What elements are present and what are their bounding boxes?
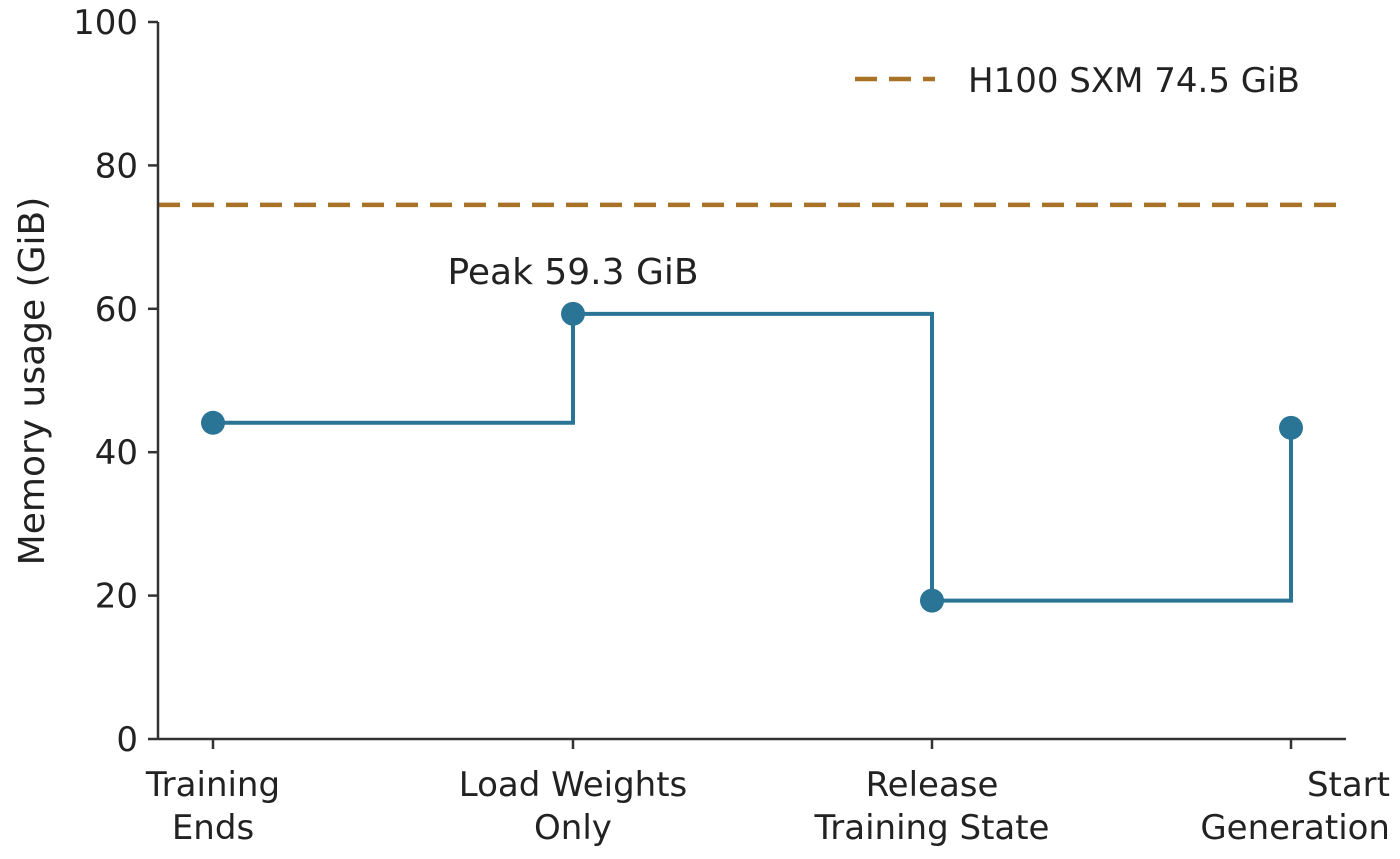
x-tick-label: Training Ends bbox=[145, 765, 280, 848]
y-tick-label: 20 bbox=[95, 577, 138, 617]
peak-annotation: Peak 59.3 GiB bbox=[447, 252, 698, 293]
y-axis-title: Memory usage (GiB) bbox=[12, 197, 53, 566]
x-tick-label: Release Training State bbox=[814, 765, 1050, 848]
x-tick-label: Start Generation bbox=[1200, 765, 1390, 848]
x-tick-label: Load Weights Only bbox=[459, 765, 688, 848]
y-tick-label: 40 bbox=[95, 433, 138, 473]
data-point bbox=[201, 410, 225, 435]
legend-label: H100 SXM 74.5 GiB bbox=[968, 61, 1300, 101]
y-tick-label: 60 bbox=[95, 290, 138, 330]
y-tick-label: 80 bbox=[95, 146, 138, 186]
y-tick-label: 0 bbox=[116, 720, 138, 760]
series-line bbox=[213, 311, 1293, 603]
legend: H100 SXM 74.5 GiB bbox=[855, 61, 1300, 101]
data-point bbox=[920, 588, 944, 613]
data-point bbox=[561, 301, 585, 326]
y-tick-label: 100 bbox=[73, 3, 138, 43]
data-point bbox=[1279, 415, 1303, 440]
